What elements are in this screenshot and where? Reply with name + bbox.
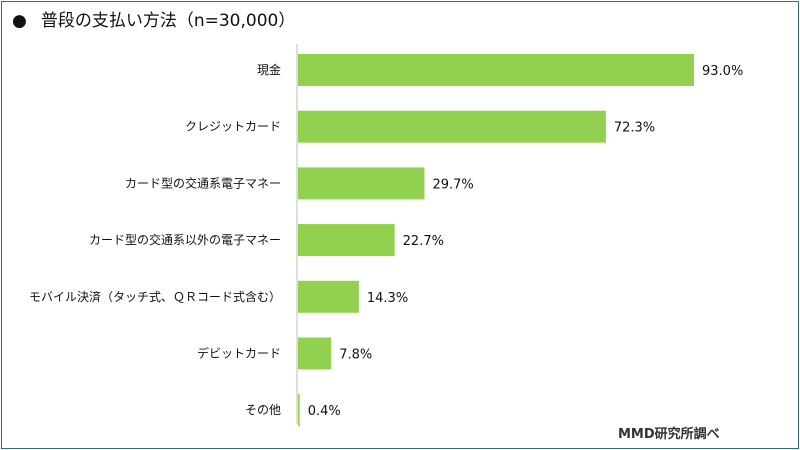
category-labels-group: 現金クレジットカードカード型の交通系電子マネーカード型の交通系以外の電子マネーモ… [29,62,281,417]
category-label: 現金 [257,62,281,77]
category-label: カード型の交通系電子マネー [125,175,281,190]
category-label: カード型の交通系以外の電子マネー [89,232,281,247]
value-label: 22.7% [403,234,444,249]
bar [298,110,606,143]
bar [298,167,425,200]
value-label: 14.3% [367,291,408,306]
value-label: 29.7% [432,177,473,192]
value-label: 72.3% [614,121,655,136]
value-label: 7.8% [339,348,372,363]
category-label: デビットカード [197,346,281,361]
bar [298,394,300,427]
category-label: その他 [245,403,281,417]
source-note: MMD研究所調べ [618,427,720,442]
chart-title-text: 普段の支払い方法（n=30,000） [40,11,296,31]
bar [298,337,332,370]
value-label: 0.4% [308,404,341,419]
chart-title: ● 普段の支払い方法（n=30,000） [12,6,295,31]
bars-group [298,54,694,427]
bullet-icon: ● [12,11,27,31]
value-labels-group: 93.0% 72.3% 29.7% 22.7% 14.3% 7.8% 0.4% [308,64,744,419]
bar [298,54,694,86]
category-label: クレジットカード [185,120,281,134]
bar [298,280,359,313]
value-label: 93.0% [702,64,743,79]
bar [298,224,395,257]
category-label: モバイル決済（タッチ式、ＱＲコード式含む） [29,289,281,304]
